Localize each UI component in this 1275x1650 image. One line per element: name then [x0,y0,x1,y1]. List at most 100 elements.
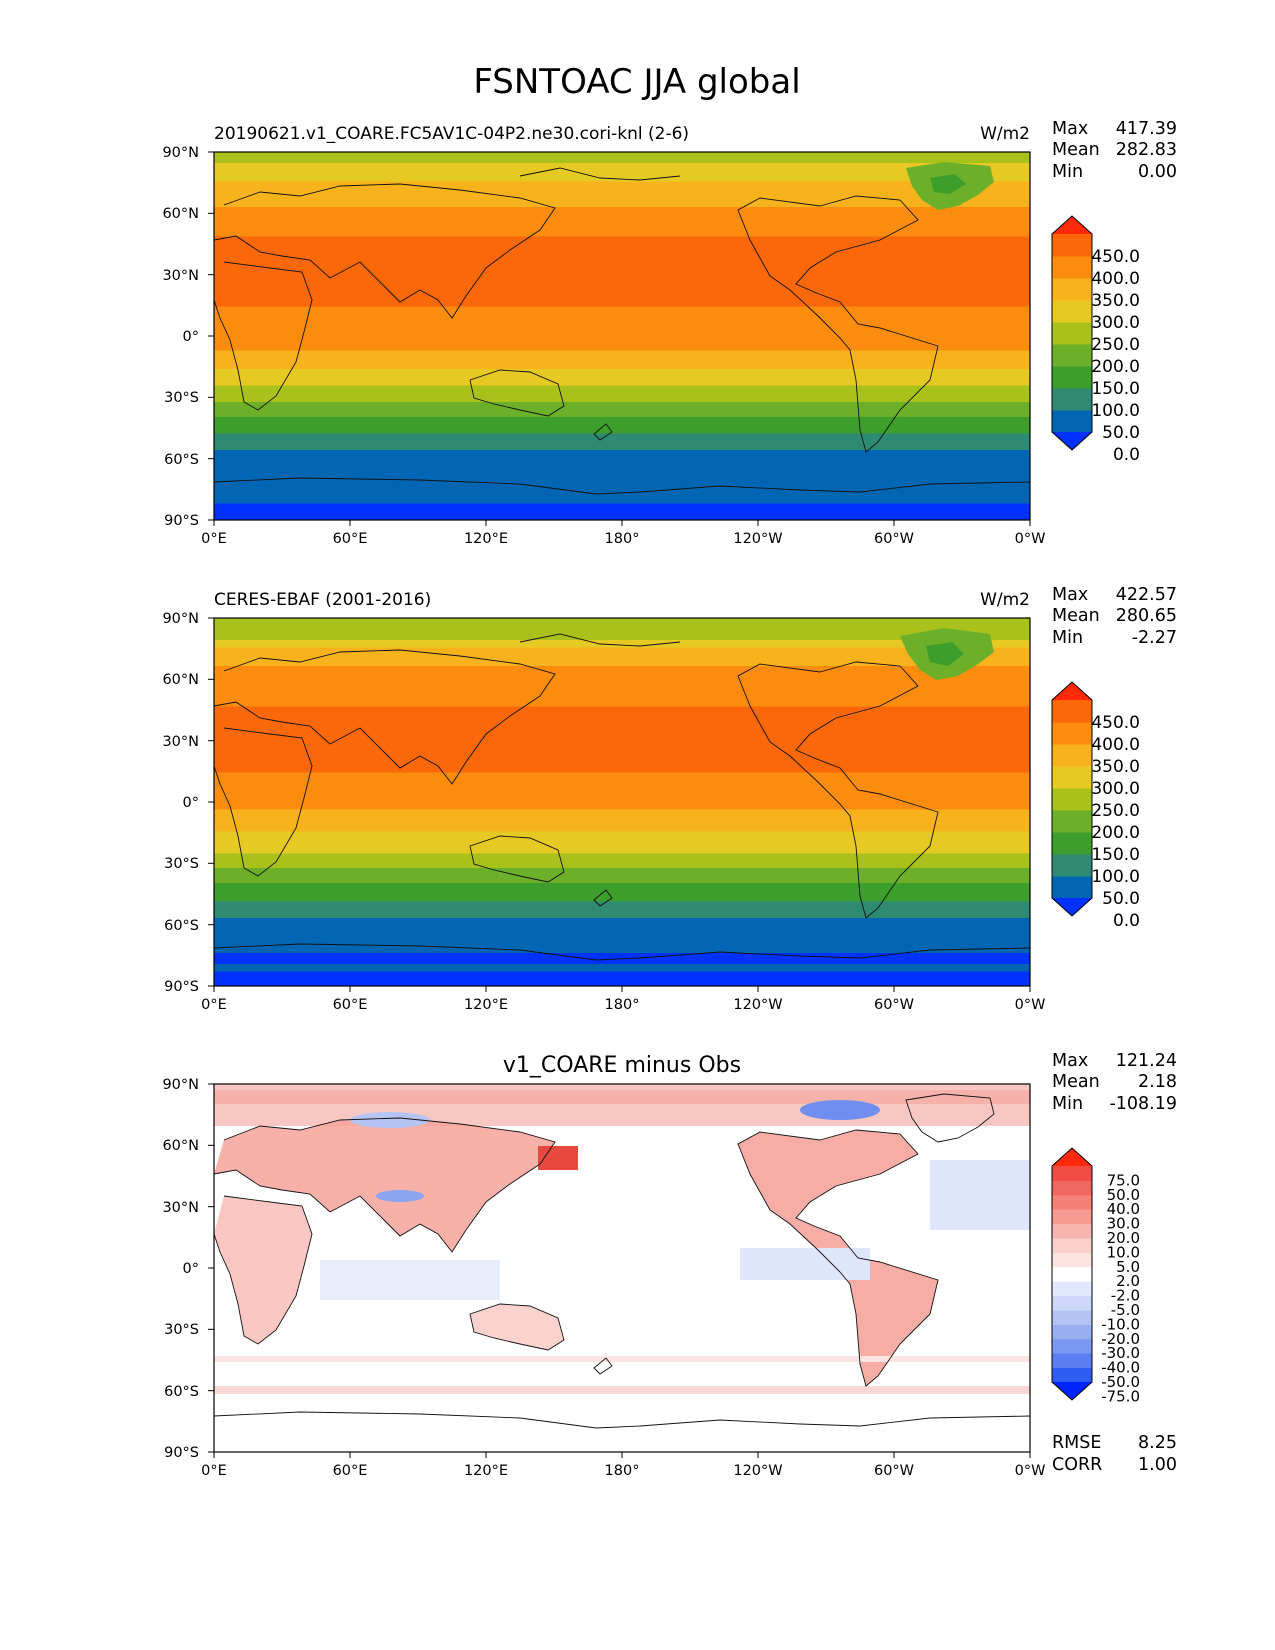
stat-label: Max [1052,119,1088,139]
lon-axis: 0°E 60°E 120°E 180° 120°W 60°W 0°W [201,986,1045,1013]
colorbar-segment [1052,876,1092,899]
stat-value: 422.57 [1116,585,1177,605]
diff-region-africa [214,1196,312,1344]
diff-negative-patch [376,1190,424,1202]
map-field [214,152,1030,520]
stat-value: -108.19 [1109,1094,1177,1114]
colorbar-tick-label: -75.0 [1101,1387,1140,1405]
colorbar-segment [1052,388,1092,411]
stats-block: Max 417.39 Mean 282.83 Min 0.00 [1052,119,1177,182]
lat-axis: 90°N 60°N 30°N 0° 30°S 60°S 90°S [162,145,214,529]
lon-tick-label: 60°E [333,1463,368,1479]
stat-label: Min [1052,1094,1083,1114]
colorbar-tick-label: 200.0 [1091,823,1140,843]
stat-label: Max [1052,1051,1088,1071]
colorbar-tick-label: 0.0 [1113,445,1140,465]
colorbar-segment [1052,1353,1092,1369]
lat-tick-label: 30°S [164,856,199,872]
colorbar-segment [1052,1180,1092,1196]
colorbar-segment [1052,1252,1092,1268]
lon-tick-label: 60°W [874,531,914,547]
lat-tick-label: 0° [183,1261,199,1277]
colorbar-over-extend [1052,682,1092,700]
lat-tick-label: 60°S [164,918,199,934]
colorbar-tick-label: 20.0 [1107,1229,1140,1247]
colorbar-tick-label: -50.0 [1101,1373,1140,1391]
colorbar-tick-label: 50.0 [1107,1186,1140,1204]
lon-tick-label: 60°W [874,997,914,1013]
panel-units: W/m2 [980,124,1030,144]
diff-band [214,1090,1030,1104]
stat-label: Mean [1052,606,1100,626]
lat-tick-label: 30°N [162,1200,199,1216]
diff-band [214,1386,1030,1394]
colorbar: 450.0400.0350.0300.0250.0200.0150.0100.0… [1051,215,1140,465]
colorbar-segment [1052,300,1092,323]
colorbar-tick-label: 100.0 [1091,401,1140,421]
colorbar-tick-label: 100.0 [1091,867,1140,887]
colorbar-tick-label: -40.0 [1101,1359,1140,1377]
colorbar: 75.050.040.030.020.010.05.02.0-2.0-5.0-1… [1051,1147,1140,1405]
colorbar-segment [1052,322,1092,345]
colorbar-tick-label: 300.0 [1091,313,1140,333]
colorbar-tick-label: -30.0 [1101,1344,1140,1362]
colorbar-segment [1052,810,1092,833]
colorbar-tick-label: -10.0 [1101,1315,1140,1333]
lat-tick-label: 90°N [162,145,199,161]
colorbar-segment [1052,1295,1092,1311]
colorbar-outline [1051,681,1093,917]
colorbar-segment [1052,832,1092,855]
stats-block: Max 121.24 Mean 2.18 Min -108.19 [1052,1051,1177,1114]
panel-units: W/m2 [980,590,1030,610]
diff-negative-patch [800,1100,880,1120]
colorbar-over-extend [1052,216,1092,234]
colorbar-tick-label: 75.0 [1107,1171,1140,1189]
colorbar-segment [1052,1338,1092,1354]
panel-left-label: 20190621.v1_COARE.FC5AV1C-04P2.ne30.cori… [214,124,689,144]
lat-tick-label: 90°S [164,513,199,529]
stats-block: Max 422.57 Mean 280.65 Min -2.27 [1052,585,1177,648]
colorbar-tick-label: 0.0 [1113,911,1140,931]
lat-tick-label: 60°N [162,672,199,688]
colorbar-tick-label: 150.0 [1091,845,1140,865]
stat-value: 280.65 [1116,606,1177,626]
colorbar-tick-label: 350.0 [1091,291,1140,311]
figure-title: FSNTOAC JJA global [473,62,800,102]
colorbar-tick-label: 5.0 [1116,1258,1140,1276]
stat-label: Mean [1052,140,1100,160]
panel-left-label: CERES-EBAF (2001-2016) [214,590,431,610]
colorbar-tick-label: 450.0 [1091,247,1140,267]
stat-label: Max [1052,585,1088,605]
stat-label: Min [1052,628,1083,648]
lon-tick-label: 120°E [464,997,508,1013]
colorbar-segment [1052,744,1092,767]
colorbar-segment [1052,1367,1092,1383]
lon-tick-label: 0°W [1015,531,1046,547]
lat-tick-label: 0° [183,795,199,811]
colorbar-tick-label: 50.0 [1102,423,1140,443]
colorbar-under-extend [1052,1382,1092,1400]
lat-tick-label: 60°N [162,1138,199,1154]
colorbar-segment [1052,700,1092,723]
lat-tick-label: 0° [183,329,199,345]
error-stats-block: RMSE 8.25 CORR 1.00 [1052,1433,1177,1475]
coastlines [213,167,1031,495]
colorbar-segment [1052,766,1092,789]
colorbar-over-extend [1052,1148,1092,1166]
colorbar-tick-label: -20.0 [1101,1330,1140,1348]
colorbar-segment [1052,1238,1092,1253]
lon-tick-label: 180° [605,531,640,547]
colorbar-segment [1052,1266,1092,1282]
stat-label: Min [1052,162,1083,182]
colorbar: 450.0400.0350.0300.0250.0200.0150.0100.0… [1051,681,1140,931]
lon-tick-label: 180° [605,1463,640,1479]
corr-value: 1.00 [1138,1455,1177,1475]
corr-label: CORR [1052,1455,1102,1475]
colorbar-segment [1052,1223,1092,1239]
greenland-core [930,174,966,194]
lon-tick-label: 0°E [201,997,227,1013]
lat-tick-label: 30°S [164,390,199,406]
diff-negative-patch [930,1160,1030,1230]
stat-value: 0.00 [1138,162,1177,182]
diff-negative-patch [740,1248,870,1280]
